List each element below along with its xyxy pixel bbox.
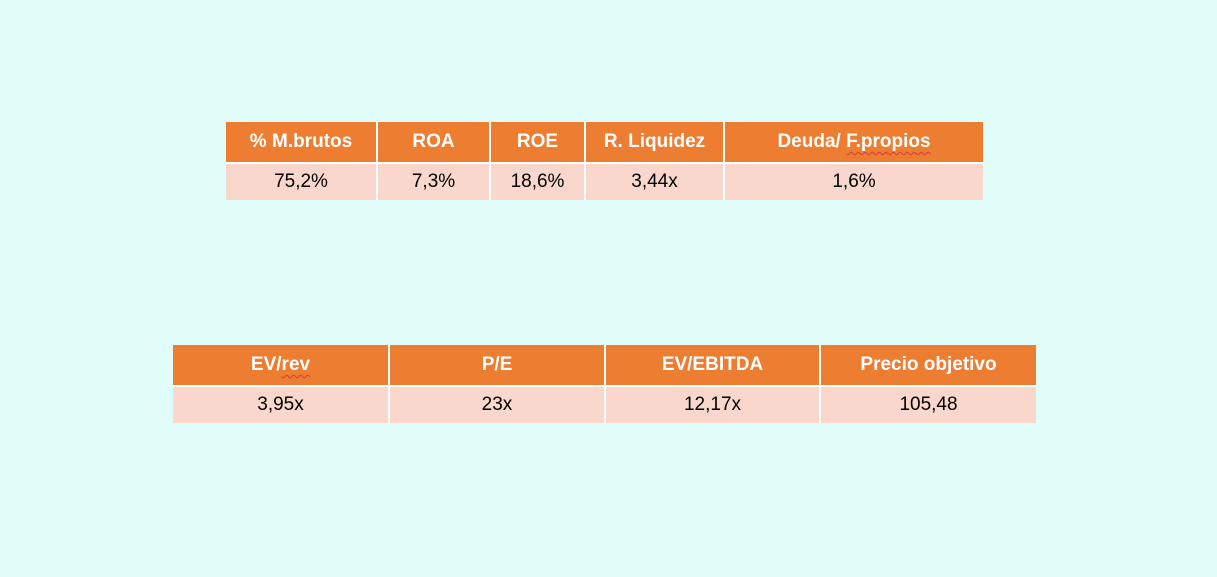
cell-roa[interactable]: 7,3% <box>377 163 491 200</box>
table-row: 3,95x 23x 12,17x 105,48 <box>173 386 1036 423</box>
cell-gross-margin[interactable]: 75,2% <box>226 163 378 200</box>
header-gross-margin[interactable]: % M.brutos <box>226 122 378 164</box>
cell-pe[interactable]: 23x <box>389 386 606 423</box>
header-ev-rev-label: EV/rev <box>250 354 311 375</box>
header-roe[interactable]: ROE <box>490 122 586 164</box>
spellcheck-underline: rev <box>281 354 311 375</box>
header-liquidity-ratio[interactable]: R. Liquidez <box>585 122 725 164</box>
header-ev-ebitda[interactable]: EV/EBITDA <box>605 345 821 387</box>
header-pe[interactable]: P/E <box>389 345 606 387</box>
cell-roe[interactable]: 18,6% <box>490 163 586 200</box>
table-header-row: EV/rev P/E EV/EBITDA Precio objetivo <box>173 345 1036 387</box>
header-debt-equity[interactable]: Deuda/ F.propios <box>724 122 983 164</box>
financial-ratios-table: % M.brutos ROA ROE R. Liquidez Deuda/ F.… <box>226 122 983 200</box>
spellcheck-underline: F.propios <box>846 131 931 152</box>
cell-debt-equity[interactable]: 1,6% <box>724 163 983 200</box>
header-ev-rev[interactable]: EV/rev <box>173 345 390 387</box>
cell-liquidity-ratio[interactable]: 3,44x <box>585 163 725 200</box>
cell-ev-rev[interactable]: 3,95x <box>173 386 390 423</box>
cell-target-price[interactable]: 105,48 <box>820 386 1036 423</box>
cell-ev-ebitda[interactable]: 12,17x <box>605 386 821 423</box>
table-header-row: % M.brutos ROA ROE R. Liquidez Deuda/ F.… <box>226 122 983 164</box>
header-roa[interactable]: ROA <box>377 122 491 164</box>
table-row: 75,2% 7,3% 18,6% 3,44x 1,6% <box>226 163 983 200</box>
header-target-price[interactable]: Precio objetivo <box>820 345 1036 387</box>
header-debt-equity-label: Deuda/ F.propios <box>777 131 931 152</box>
valuation-multiples-table: EV/rev P/E EV/EBITDA Precio objetivo 3,9… <box>173 345 1036 423</box>
